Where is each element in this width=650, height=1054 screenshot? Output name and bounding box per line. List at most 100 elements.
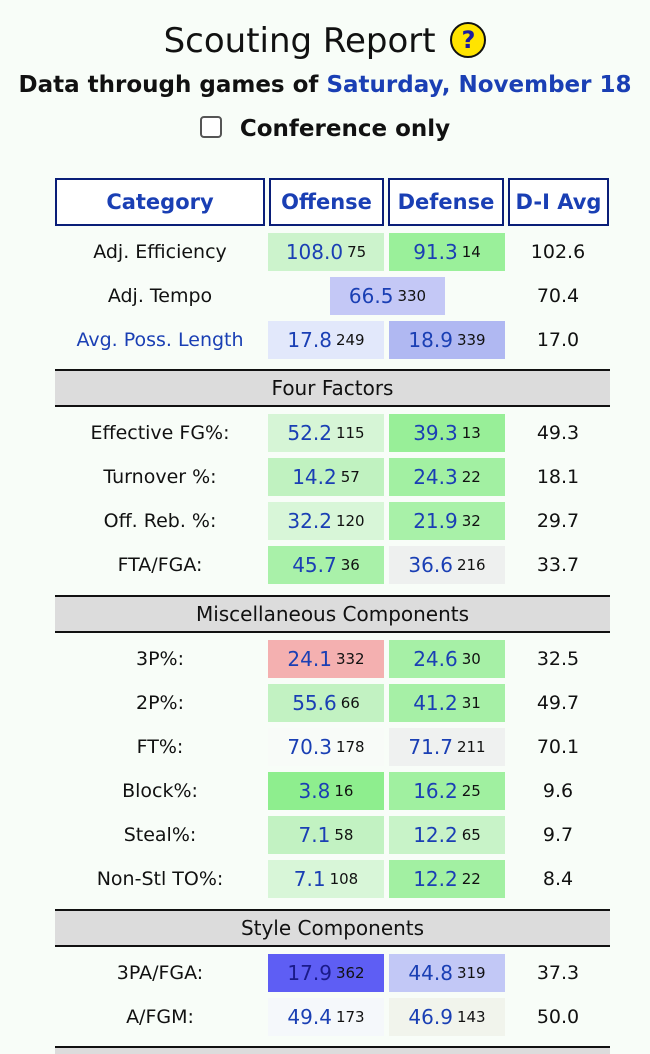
di-avg-value: 70.4 xyxy=(536,285,580,307)
conference-only-toggle[interactable]: Conference only xyxy=(0,112,650,146)
offense-value[interactable]: 55.6 xyxy=(292,691,337,715)
offense-cell: 70.3 178 xyxy=(268,728,384,766)
offense-rank: 178 xyxy=(335,738,365,756)
defense-rank: 14 xyxy=(461,243,481,261)
header-offense[interactable]: Offense xyxy=(269,178,384,226)
offense-value[interactable]: 7.1 xyxy=(293,867,326,891)
row-label: Block%: xyxy=(122,780,198,802)
defense-cell: 24.6 30 xyxy=(389,640,505,678)
offense-cell: 7.1 108 xyxy=(268,860,384,898)
offense-value[interactable]: 52.2 xyxy=(287,421,332,445)
di-avg-value: 102.6 xyxy=(530,241,586,263)
subtitle-prefix: Data through games of xyxy=(18,72,319,98)
offense-value[interactable]: 14.2 xyxy=(292,465,337,489)
defense-value[interactable]: 24.6 xyxy=(413,647,458,671)
defense-value[interactable]: 39.3 xyxy=(413,421,458,445)
offense-value[interactable]: 17.8 xyxy=(287,328,332,352)
defense-cell: 36.6 216 xyxy=(389,546,505,584)
defense-value[interactable]: 18.9 xyxy=(408,328,453,352)
di-avg-value: 18.1 xyxy=(536,466,580,488)
di-avg-value: 50.0 xyxy=(536,1006,580,1028)
defense-rank: 30 xyxy=(461,650,481,668)
defense-cell: 16.2 25 xyxy=(389,772,505,810)
defense-value[interactable]: 36.6 xyxy=(408,553,453,577)
header-defense[interactable]: Defense xyxy=(388,178,504,226)
defense-rank: 65 xyxy=(461,826,481,844)
header-di-avg[interactable]: D-I Avg xyxy=(508,178,609,226)
row-label-link[interactable]: Avg. Poss. Length xyxy=(76,329,244,351)
row-avg-poss-length: Avg. Poss. Length 17.8 249 18.9 339 17.0 xyxy=(55,318,610,362)
offense-rank: 362 xyxy=(335,964,365,982)
di-avg-value: 17.0 xyxy=(536,329,580,351)
row-label: FTA/FGA: xyxy=(117,554,203,576)
offense-cell: 55.6 66 xyxy=(268,684,384,722)
row-2p-pct: 2P%: 55.6 66 41.2 31 49.7 xyxy=(55,681,610,725)
di-avg-value: 29.7 xyxy=(536,510,580,532)
di-avg-value: 49.3 xyxy=(536,422,580,444)
defense-value[interactable]: 41.2 xyxy=(413,691,458,715)
defense-cell: 39.3 13 xyxy=(389,414,505,452)
offense-value[interactable]: 45.7 xyxy=(292,553,337,577)
offense-value[interactable]: 17.9 xyxy=(287,961,332,985)
help-icon[interactable]: ? xyxy=(450,22,487,58)
di-avg-value: 9.6 xyxy=(542,780,574,802)
row-label: 3PA/FGA: xyxy=(116,962,204,984)
defense-cell: 44.8 319 xyxy=(389,954,505,992)
di-avg-value: 49.7 xyxy=(536,692,580,714)
header-category[interactable]: Category xyxy=(55,178,265,226)
tempo-cell: 66.5 330 xyxy=(330,277,445,315)
offense-cell: 7.1 58 xyxy=(268,816,384,854)
offense-rank: 120 xyxy=(335,512,365,530)
offense-cell: 108.0 75 xyxy=(268,233,384,271)
offense-rank: 58 xyxy=(334,826,354,844)
page-title: Scouting Report ? xyxy=(0,18,650,64)
row-steal-pct: Steal%: 7.1 58 12.2 65 9.7 xyxy=(55,813,610,857)
defense-cell: 12.2 65 xyxy=(389,816,505,854)
defense-rank: 22 xyxy=(461,870,481,888)
conference-only-label: Conference only xyxy=(239,116,451,142)
offense-value[interactable]: 7.1 xyxy=(298,823,331,847)
conference-only-checkbox[interactable] xyxy=(199,116,222,138)
defense-rank: 211 xyxy=(456,738,486,756)
defense-value[interactable]: 91.3 xyxy=(413,240,458,264)
defense-value[interactable]: 12.2 xyxy=(413,823,458,847)
tempo-value[interactable]: 66.5 xyxy=(348,284,394,308)
defense-cell: 71.7 211 xyxy=(389,728,505,766)
defense-value[interactable]: 24.3 xyxy=(413,465,458,489)
di-avg-value: 37.3 xyxy=(536,962,580,984)
offense-rank: 75 xyxy=(347,243,367,261)
offense-cell: 3.8 16 xyxy=(268,772,384,810)
offense-value[interactable]: 49.4 xyxy=(287,1005,332,1029)
offense-rank: 173 xyxy=(335,1008,365,1026)
defense-cell: 41.2 31 xyxy=(389,684,505,722)
offense-value[interactable]: 24.1 xyxy=(287,647,332,671)
row-label: 3P%: xyxy=(135,648,184,670)
row-3pa-fga: 3PA/FGA: 17.9 362 44.8 319 37.3 xyxy=(55,951,610,995)
offense-value[interactable]: 70.3 xyxy=(287,735,332,759)
data-through-line: Data through games of Saturday, November… xyxy=(0,68,650,102)
defense-rank: 339 xyxy=(456,331,486,349)
offense-value[interactable]: 32.2 xyxy=(287,509,332,533)
defense-value[interactable]: 16.2 xyxy=(413,779,458,803)
defense-value[interactable]: 46.9 xyxy=(408,1005,453,1029)
row-label: Effective FG%: xyxy=(90,422,230,444)
defense-value[interactable]: 71.7 xyxy=(408,735,453,759)
title-text: Scouting Report xyxy=(163,21,436,61)
defense-rank: 31 xyxy=(461,694,481,712)
row-label: Adj. Tempo xyxy=(107,285,213,307)
offense-cell: 14.2 57 xyxy=(268,458,384,496)
di-avg-value: 70.1 xyxy=(536,736,580,758)
defense-value[interactable]: 12.2 xyxy=(413,867,458,891)
section-header-style-components: Style Components xyxy=(55,909,610,947)
di-avg-value: 33.7 xyxy=(536,554,580,576)
row-block-pct: Block%: 3.8 16 16.2 25 9.6 xyxy=(55,769,610,813)
offense-value[interactable]: 3.8 xyxy=(298,779,331,803)
offense-value[interactable]: 108.0 xyxy=(285,240,344,264)
defense-value[interactable]: 21.9 xyxy=(413,509,458,533)
subtitle-date-link[interactable]: Saturday, November 18 xyxy=(326,72,632,98)
defense-value[interactable]: 44.8 xyxy=(408,961,453,985)
row-label: Off. Reb. %: xyxy=(103,510,217,532)
row-ft-pct: FT%: 70.3 178 71.7 211 70.1 xyxy=(55,725,610,769)
offense-rank: 36 xyxy=(340,556,360,574)
defense-rank: 143 xyxy=(456,1008,486,1026)
